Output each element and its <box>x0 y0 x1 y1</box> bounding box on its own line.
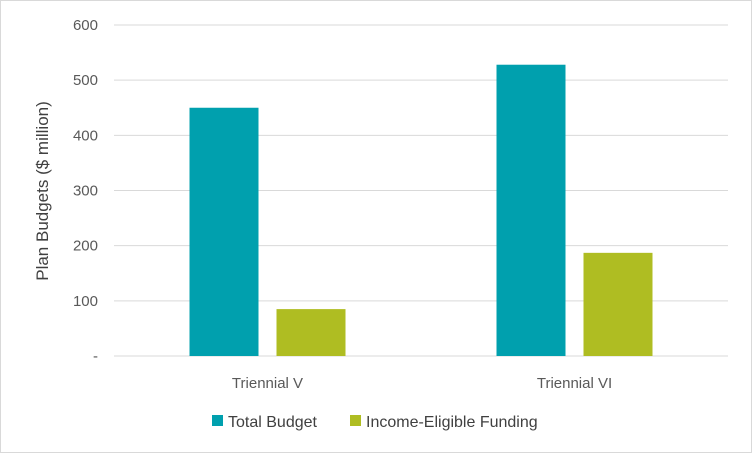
y-axis-ticks: - 100 200 300 400 500 600 <box>73 17 98 365</box>
y-tick-label: 500 <box>73 72 98 89</box>
y-tick-label: 200 <box>73 238 98 255</box>
legend-swatch <box>212 415 223 426</box>
x-category-label: Triennial V <box>232 375 303 392</box>
y-tick-label: 100 <box>73 293 98 310</box>
y-tick-label: 600 <box>73 17 98 34</box>
y-tick-label: - <box>93 348 98 365</box>
x-axis-categories: Triennial V Triennial VI <box>232 375 612 392</box>
legend-label: Total Budget <box>228 414 318 431</box>
y-tick-label: 400 <box>73 127 98 144</box>
x-category-label: Triennial VI <box>537 375 612 392</box>
legend-label: Income-Eligible Funding <box>366 414 538 431</box>
legend: Total Budget Income-Eligible Funding <box>212 414 538 431</box>
legend-swatch <box>350 415 361 426</box>
bar-total-budget-1 <box>496 64 566 356</box>
bars <box>189 64 653 356</box>
bar-income-eligible-funding-1 <box>583 252 653 356</box>
bar-income-eligible-funding-0 <box>276 309 346 356</box>
y-axis-label: Plan Budgets ($ million) <box>33 101 52 281</box>
y-tick-label: 300 <box>73 183 98 200</box>
bar-total-budget-0 <box>189 107 259 356</box>
